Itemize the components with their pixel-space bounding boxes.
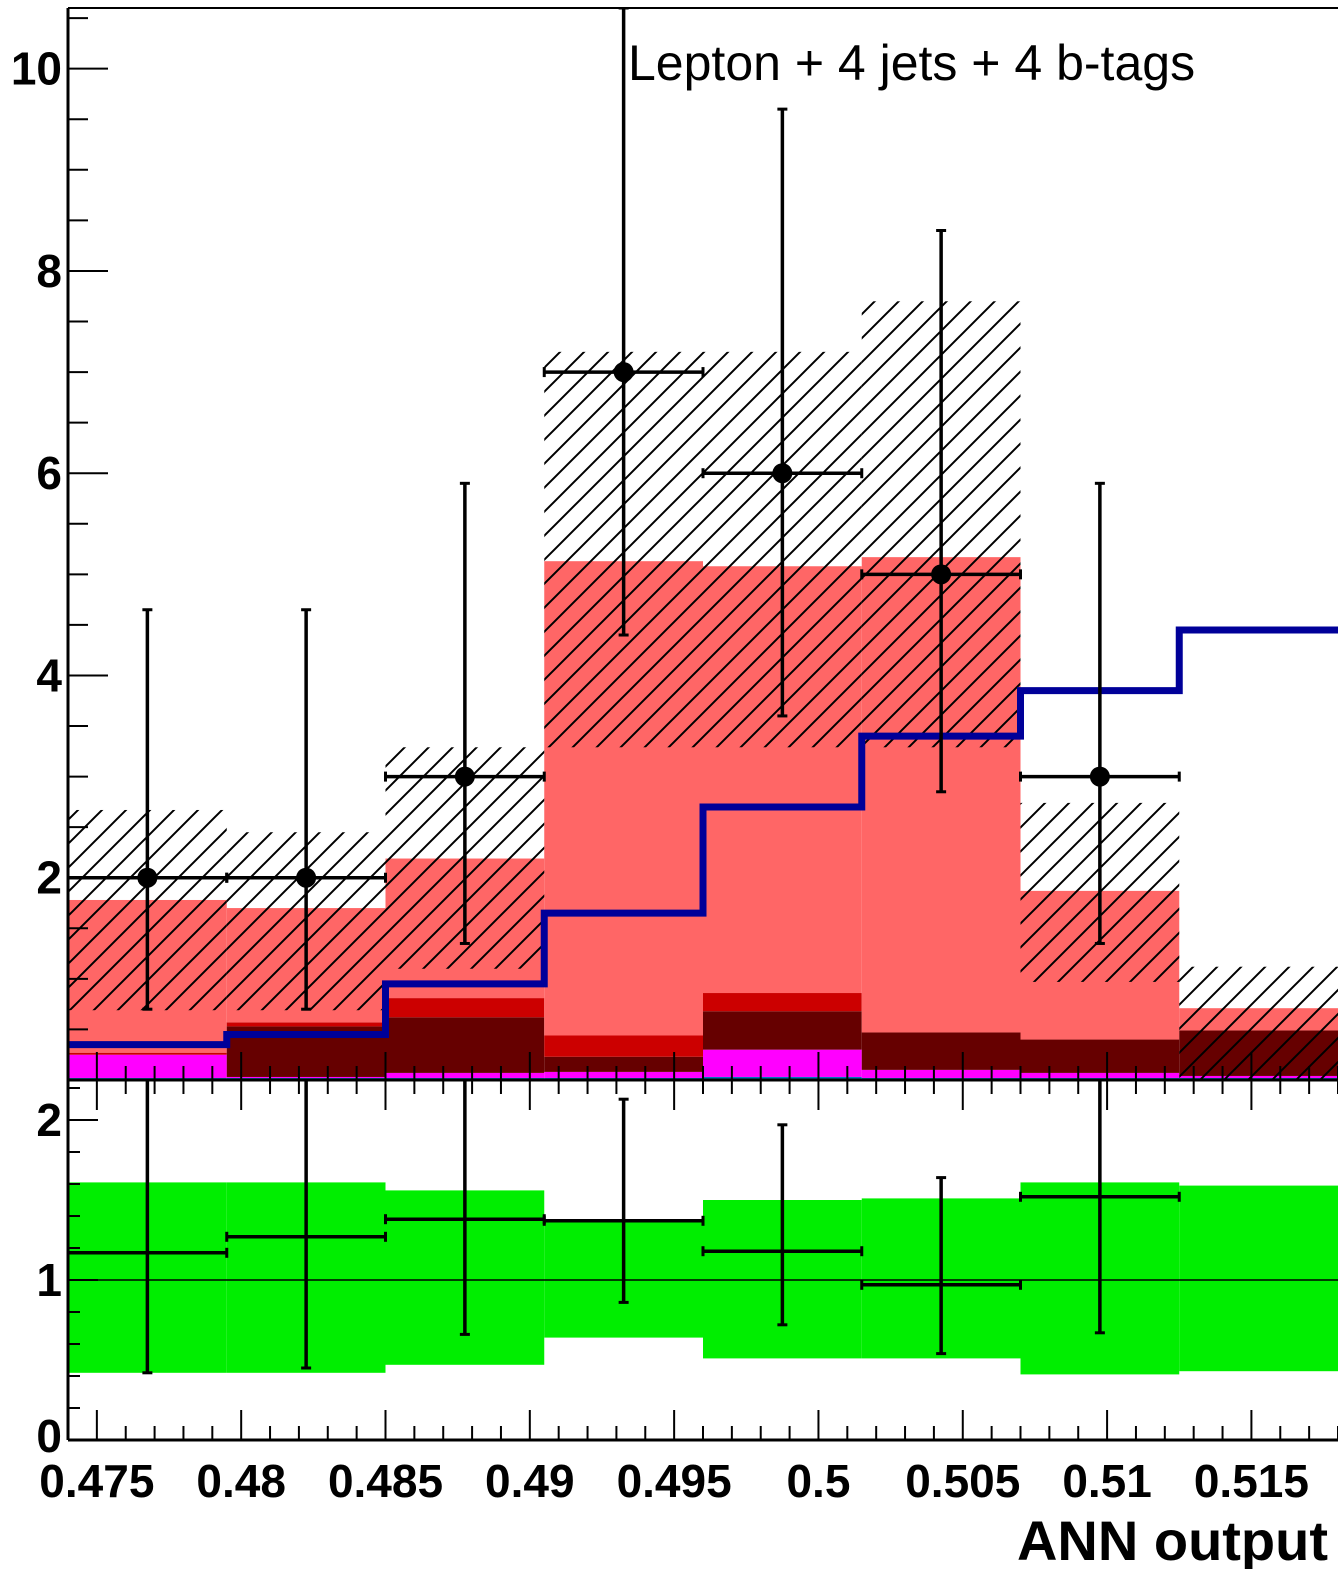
x-tick-label-8: 0.515 [1194, 1455, 1309, 1507]
stack-bar-red-4 [703, 993, 862, 1012]
x-tick-label-1: 0.48 [196, 1455, 286, 1507]
main-y-tick-label-0: 2 [36, 852, 62, 904]
stack-bar-magenta-0 [68, 1054, 227, 1078]
x-tick-label-0: 0.475 [39, 1455, 154, 1507]
main-axes: 2 4 6 8 10 [11, 7, 1338, 1082]
ratio-band [68, 1182, 1338, 1375]
stack-bar-magenta-4 [703, 1049, 862, 1077]
ratio-y-tick-label-2: 2 [36, 1094, 62, 1146]
stack-bar-darkred-6 [1020, 1039, 1180, 1073]
x-axis-title: ANN output [1017, 1509, 1328, 1569]
x-tick-label-4: 0.495 [617, 1455, 732, 1507]
data-point-2 [454, 766, 475, 787]
ratio-band-7 [1179, 1185, 1338, 1372]
stack-bar-darkred-4 [703, 1011, 862, 1050]
uncertainty-hatch-7 [1179, 966, 1338, 1080]
main-y-tick-label-3: 8 [36, 245, 62, 297]
ratio-points [68, 1080, 1181, 1375]
x-tick-label-5: 0.5 [786, 1455, 850, 1507]
x-tick-label-3: 0.49 [485, 1455, 575, 1507]
x-tick-label-6: 0.505 [905, 1455, 1020, 1507]
data-point-6 [1089, 766, 1110, 787]
stack-bar-darkred-2 [385, 1017, 545, 1073]
stack-bar-magenta-6 [1020, 1072, 1180, 1078]
main-panel: 2 4 6 8 10 Lepton + 4 jets + 4 b-tags [11, 7, 1338, 1082]
stack-bar-darkred-3 [544, 1056, 703, 1072]
stack-bar-magenta-1 [226, 1076, 386, 1078]
data-point-5 [931, 564, 952, 585]
main-y-tick-label-2: 6 [36, 447, 62, 499]
x-tick-label-7: 0.51 [1062, 1455, 1152, 1507]
ratio-panel: 0 1 2 0.475 0.48 0.485 0.49 0.495 0.5 0.505 0.51 0.… [36, 1080, 1338, 1569]
ratio-y-tick-label-1: 1 [36, 1254, 62, 1306]
channel-annotation: Lepton + 4 jets + 4 b-tags [628, 35, 1195, 91]
stack-bar-magenta-3 [544, 1071, 703, 1078]
stack-bar-red-1 [226, 1022, 386, 1027]
ratio-y-tick-label-0: 0 [36, 1410, 62, 1462]
stack-bar-red-2 [385, 998, 545, 1018]
data-points [68, 8, 1181, 1011]
stack-bar-magenta-5 [861, 1069, 1021, 1078]
main-y-tick-label-4: 10 [11, 43, 62, 95]
stack-bar-magenta-2 [385, 1072, 545, 1078]
data-point-4 [772, 463, 793, 484]
stack-bar-darkred-5 [861, 1032, 1021, 1070]
data-point-0 [137, 867, 158, 888]
stack-bar-red-0 [68, 1052, 227, 1055]
x-tick-label-2: 0.485 [328, 1455, 443, 1507]
stack-bar-red-3 [544, 1035, 703, 1057]
ratio-axes: 0 1 2 0.475 0.48 0.485 0.49 0.495 0.5 0.505 0.51 0.… [36, 1080, 1338, 1507]
main-y-tick-label-1: 4 [36, 649, 62, 701]
data-point-1 [296, 867, 317, 888]
stack-bar-blue-4 [703, 1076, 862, 1080]
data-point-3 [613, 362, 634, 383]
